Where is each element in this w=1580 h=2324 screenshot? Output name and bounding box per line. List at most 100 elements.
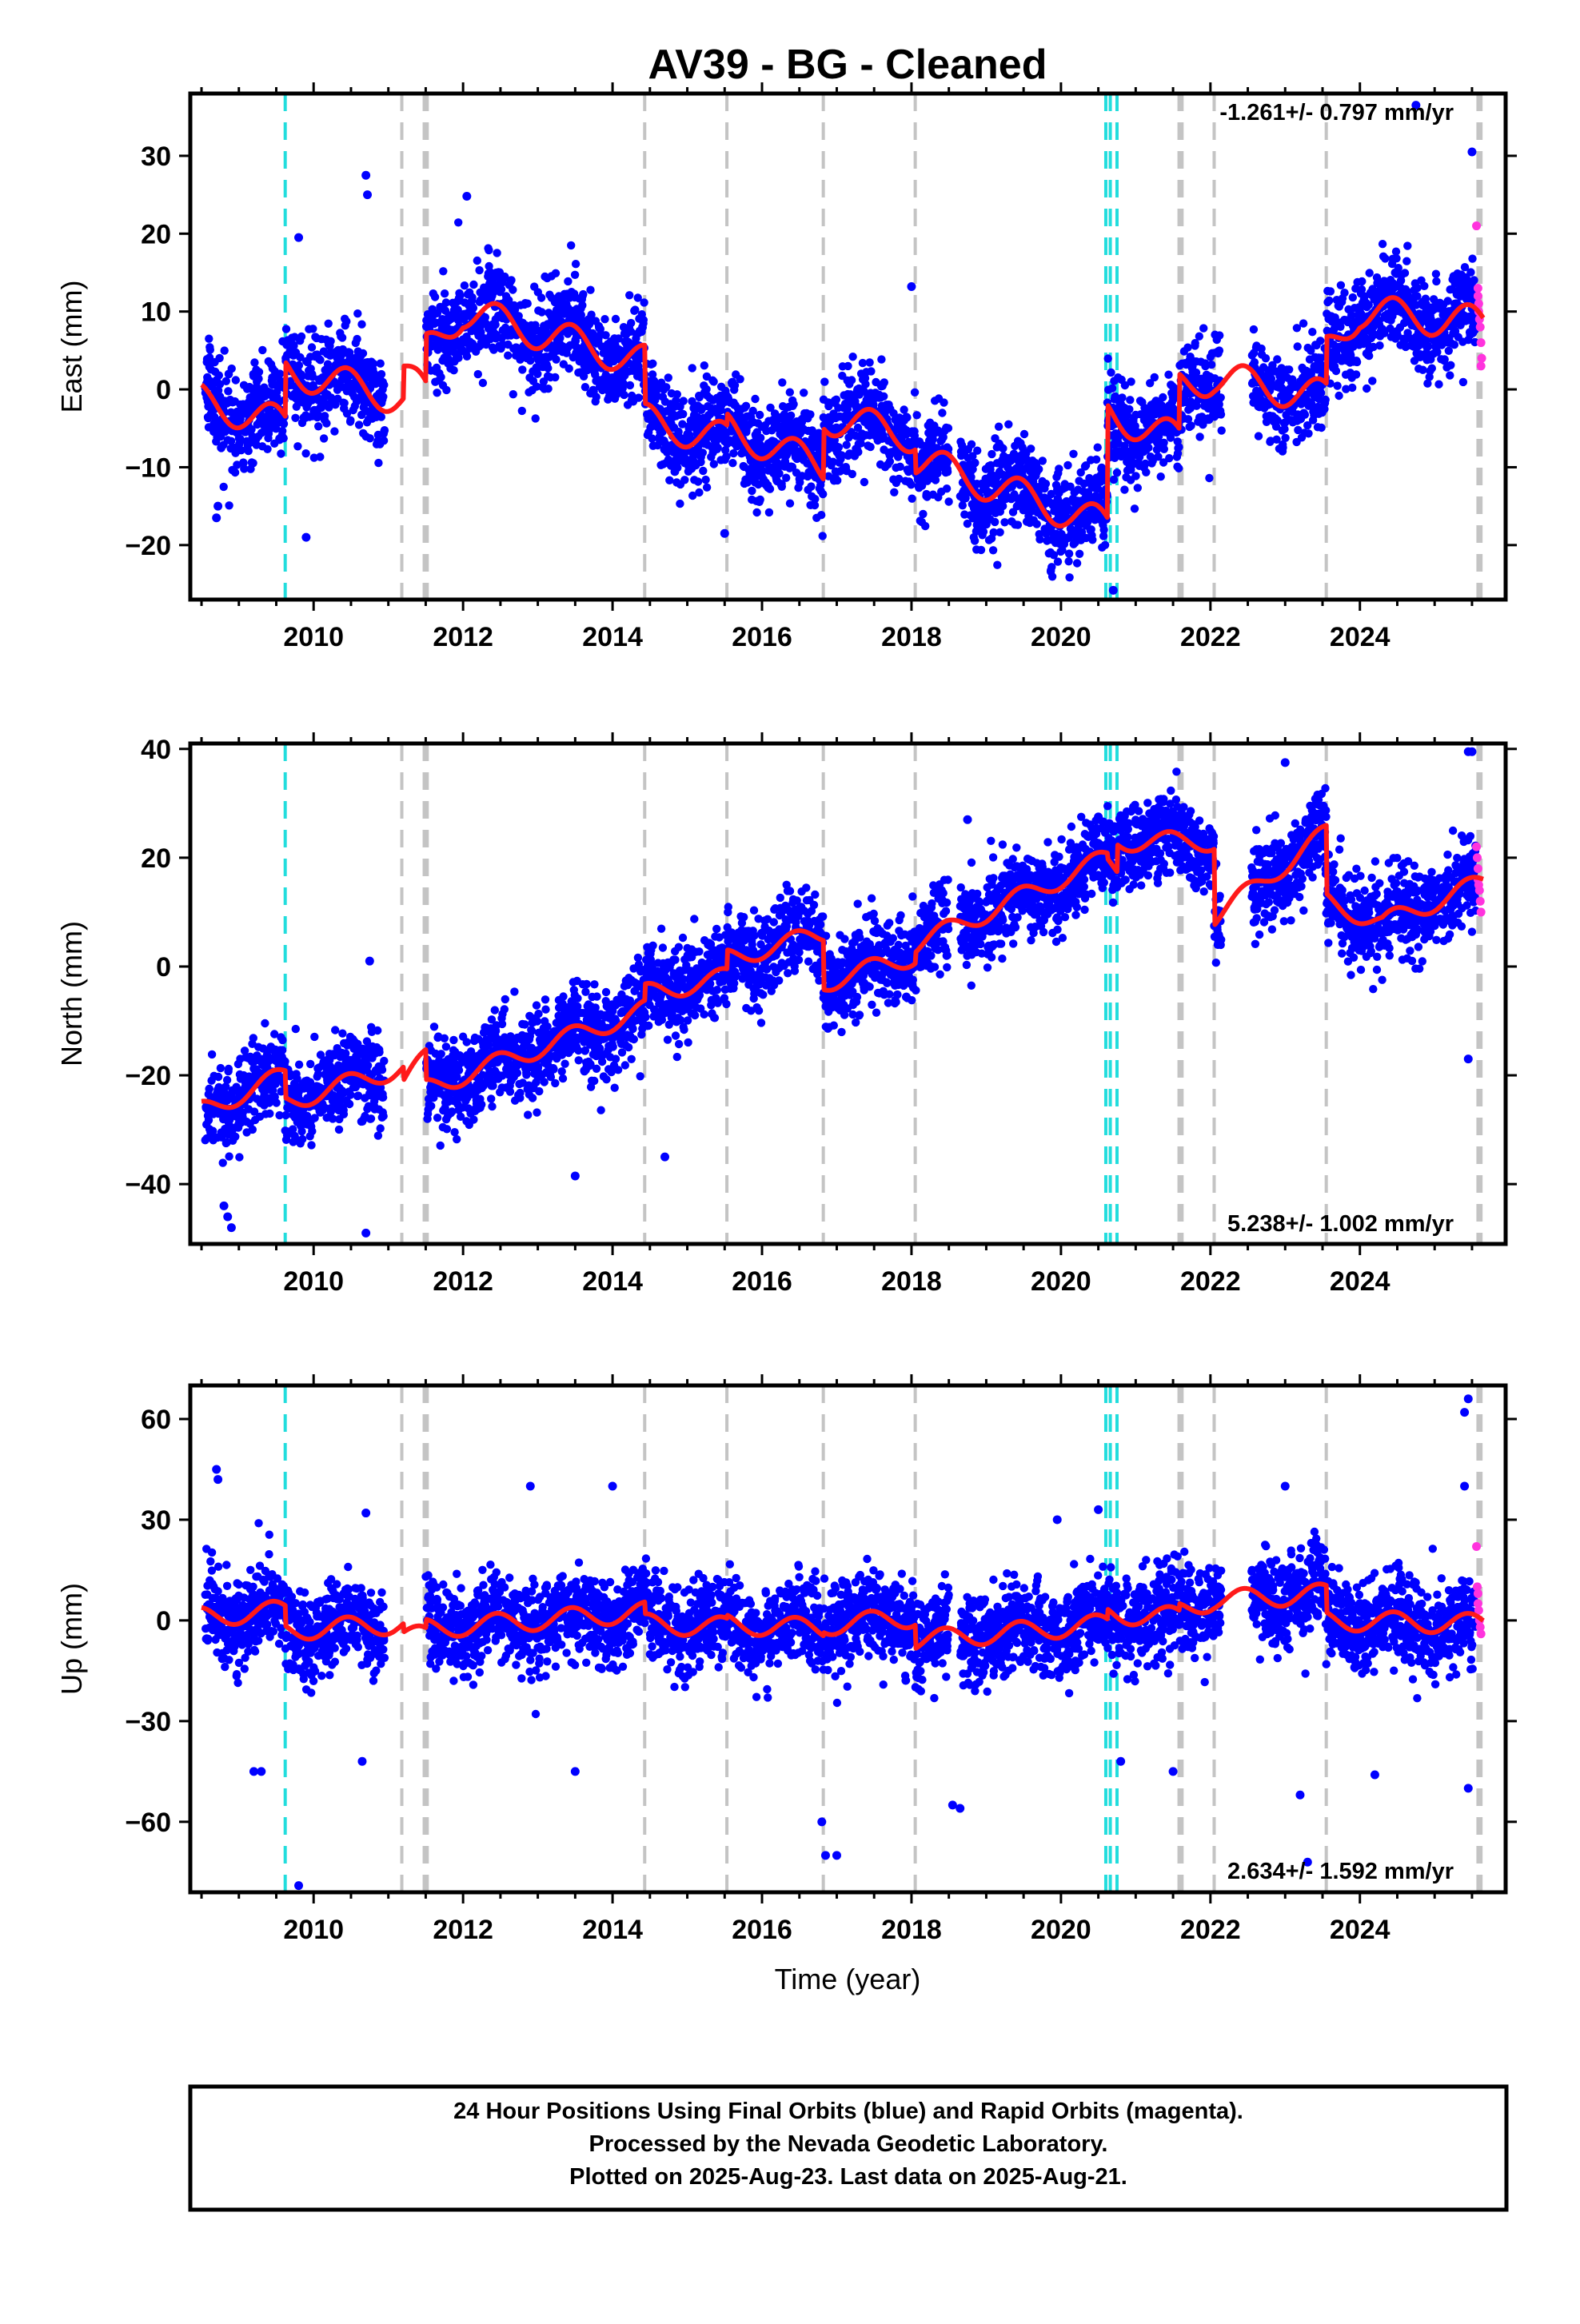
rapid-orbit-point xyxy=(1472,221,1481,230)
final-orbit-point xyxy=(1217,393,1225,401)
final-orbit-point xyxy=(1301,411,1309,419)
final-orbit-point xyxy=(321,412,329,420)
final-orbit-point xyxy=(1332,367,1340,375)
final-orbit-point xyxy=(640,316,648,324)
final-orbit-point xyxy=(380,436,388,444)
final-orbit-point xyxy=(261,1019,269,1027)
final-orbit-point xyxy=(215,354,223,362)
final-orbit-point xyxy=(249,1126,257,1134)
final-orbit-point xyxy=(1142,468,1150,476)
final-orbit-point xyxy=(441,1034,449,1042)
final-orbit-point xyxy=(1073,559,1081,567)
final-orbit-point xyxy=(379,1094,387,1102)
final-orbit-point xyxy=(867,367,875,375)
final-orbit-point xyxy=(1392,254,1400,262)
final-orbit-point xyxy=(988,450,995,458)
final-orbit-point xyxy=(695,488,703,496)
final-orbit-point xyxy=(338,333,346,341)
final-orbit-outlier-point xyxy=(294,233,303,242)
final-orbit-point xyxy=(635,393,643,401)
final-orbit-point xyxy=(308,1127,316,1135)
final-orbit-point xyxy=(298,1135,306,1143)
final-orbit-point xyxy=(431,293,439,301)
final-orbit-point xyxy=(307,1141,315,1149)
final-orbit-point xyxy=(338,1030,346,1038)
final-orbit-point xyxy=(1352,370,1360,378)
final-orbit-point xyxy=(439,267,447,275)
final-orbit-point xyxy=(544,385,552,393)
final-orbit-point xyxy=(373,1026,381,1034)
final-orbit-outlier-point xyxy=(907,282,916,291)
final-orbit-point xyxy=(309,325,317,333)
y-tick-label: 30 xyxy=(141,142,171,172)
final-orbit-point xyxy=(474,370,482,378)
final-orbit-point xyxy=(485,246,493,254)
final-orbit-point xyxy=(1126,396,1134,404)
final-orbit-point xyxy=(806,410,814,418)
final-orbit-point xyxy=(1042,480,1050,488)
final-orbit-point xyxy=(627,319,635,327)
final-orbit-point xyxy=(1353,358,1361,366)
final-orbit-point xyxy=(833,476,841,484)
final-orbit-point xyxy=(375,1048,383,1056)
final-orbit-point xyxy=(1075,550,1083,558)
final-orbit-point xyxy=(277,449,285,457)
final-orbit-outlier-point xyxy=(361,171,370,180)
y-tick-label: −20 xyxy=(125,531,171,561)
x-tick-label: 2016 xyxy=(732,622,792,652)
final-orbit-point xyxy=(518,365,526,373)
final-orbit-point xyxy=(586,286,594,294)
final-orbit-point xyxy=(1054,557,1062,565)
final-orbit-point xyxy=(1402,257,1410,265)
final-orbit-point xyxy=(1035,536,1043,544)
final-orbit-point xyxy=(276,369,284,377)
final-orbit-point xyxy=(353,335,361,343)
final-orbit-point xyxy=(1101,541,1109,549)
final-orbit-point xyxy=(1207,361,1215,369)
final-orbit-point xyxy=(1366,269,1374,277)
final-orbit-point xyxy=(911,389,919,397)
x-tick-label: 2018 xyxy=(881,622,942,652)
final-orbit-point xyxy=(221,346,229,354)
east-rate-label: -1.261+/- 0.797 mm/yr xyxy=(1219,100,1454,126)
final-orbit-point xyxy=(818,532,826,540)
final-orbit-point xyxy=(565,365,573,373)
final-orbit-point xyxy=(250,358,258,366)
final-orbit-point xyxy=(999,444,1007,452)
final-orbit-point xyxy=(377,1124,385,1132)
final-orbit-point xyxy=(1195,433,1203,440)
final-orbit-point xyxy=(807,482,815,490)
final-orbit-point xyxy=(345,1100,353,1108)
final-orbit-point xyxy=(571,271,579,279)
final-orbit-point xyxy=(1099,526,1107,534)
final-orbit-point xyxy=(224,387,232,395)
final-orbit-point xyxy=(1336,323,1344,331)
final-orbit-point xyxy=(1420,282,1428,290)
final-orbit-point xyxy=(1304,429,1312,437)
final-orbit-point xyxy=(756,496,764,504)
final-orbit-point xyxy=(1317,424,1325,432)
final-orbit-point xyxy=(1039,456,1047,464)
final-orbit-point xyxy=(552,269,560,277)
final-orbit-point xyxy=(995,528,1003,536)
final-orbit-point xyxy=(532,414,540,422)
final-orbit-outlier-point xyxy=(720,529,729,538)
final-orbit-point xyxy=(844,362,852,370)
final-orbit-point xyxy=(1065,573,1073,581)
final-orbit-point xyxy=(1273,355,1281,363)
final-orbit-point xyxy=(258,346,266,354)
final-orbit-point xyxy=(778,483,786,491)
final-orbit-point xyxy=(1285,365,1293,373)
final-orbit-point xyxy=(493,249,501,257)
final-orbit-point xyxy=(232,376,240,384)
final-orbit-point xyxy=(293,442,301,450)
final-orbit-point xyxy=(1468,254,1476,262)
final-orbit-point xyxy=(1183,344,1191,352)
final-orbit-point xyxy=(854,448,862,456)
final-orbit-point xyxy=(1217,410,1225,418)
final-orbit-point xyxy=(940,398,948,406)
final-orbit-point xyxy=(679,410,687,418)
final-orbit-point xyxy=(1134,484,1142,492)
final-orbit-point xyxy=(297,333,305,341)
final-orbit-point xyxy=(1014,520,1022,528)
